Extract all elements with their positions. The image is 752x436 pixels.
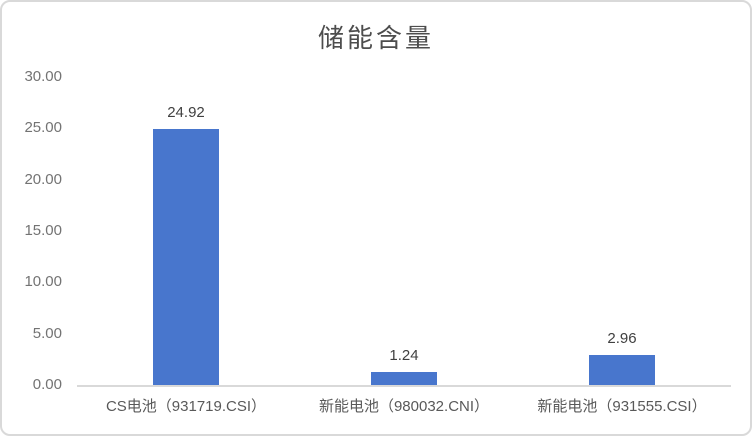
y-axis-tick-label: 15.00 (24, 222, 62, 239)
x-axis-category-label: CS电池（931719.CSI） (105, 398, 267, 415)
bar-value-label: 2.96 (607, 330, 637, 347)
y-axis-tick-label: 30.00 (24, 68, 62, 85)
x-axis-line (77, 385, 731, 387)
bar[interactable] (589, 355, 655, 385)
y-axis-tick-label: 25.00 (24, 119, 62, 137)
y-axis-tick-label: 0.00 (32, 376, 62, 393)
y-axis-tick-label: 20.00 (24, 170, 62, 188)
x-axis-category-label: 新能电池（980032.CNI） (318, 398, 490, 415)
y-axis-tick-label: 10.00 (24, 273, 62, 291)
x-axis-category-label: 新能电池（931555.CSI） (537, 398, 707, 415)
chart-title: 储能含量 (317, 24, 434, 54)
bar[interactable] (371, 372, 437, 385)
y-axis-tick-label: 5.00 (32, 324, 62, 342)
bar-value-label: 24.92 (167, 104, 205, 121)
bar[interactable] (153, 129, 219, 385)
bar-value-label: 1.24 (389, 347, 419, 364)
